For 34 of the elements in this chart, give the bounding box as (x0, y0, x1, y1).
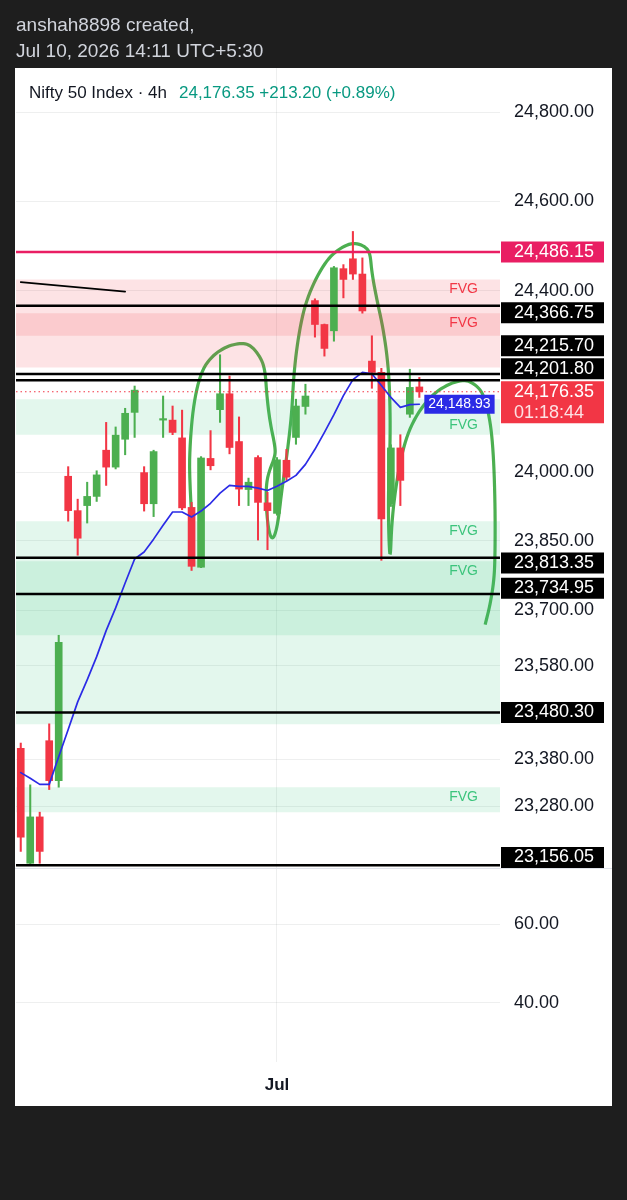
y-tick-label: 24,400.00 (514, 279, 595, 300)
data-label: 24,148.93 (428, 395, 491, 412)
ref-line-label: 23,734.95 (514, 577, 595, 598)
ref-line-label: 23,480.30 (514, 701, 595, 722)
band-label: FVG (449, 314, 478, 331)
y-tick-label: 23,380.00 (514, 748, 595, 769)
text: 01:18:44 (514, 401, 585, 422)
y-tick-label: 23,850.00 (514, 529, 595, 550)
text: Nifty 50 Index · 4h (29, 83, 167, 103)
ref-line-label: 24,366.75 (514, 301, 595, 322)
ref-line-label: 23,156.05 (514, 846, 595, 867)
y-tick-label: 24,600.00 (514, 190, 595, 211)
y-tick-label: 40.00 (514, 991, 560, 1012)
band-label: FVG (449, 415, 478, 432)
y-tick-label: 24,800.00 (514, 101, 595, 122)
y-tick-label: 60.00 (514, 913, 560, 934)
band-label: FVG (449, 788, 478, 805)
ref-line-label: 24,176.35 (514, 380, 595, 401)
text: Jul 10, 2026 14:11 UTC+5:30 (16, 39, 264, 63)
y-tick-label: 23,580.00 (514, 654, 595, 675)
text: anshah8898 created, (16, 13, 196, 37)
band-label: FVG (449, 280, 478, 297)
ref-line-label: 24,486.15 (514, 240, 595, 261)
y-tick-label: 24,000.00 (514, 461, 595, 482)
band-label: FVG (449, 522, 478, 539)
band-label: FVG (449, 562, 478, 579)
candlestick (159, 395, 167, 438)
ref-line-label: 24,201.80 (514, 357, 595, 378)
y-tick-label: 23,700.00 (514, 599, 595, 620)
ref-line-label: 24,215.70 (514, 334, 595, 355)
ref-line-label: 23,813.35 (514, 551, 595, 572)
x-tick-label: Jul (264, 1074, 290, 1094)
text: 24,176.35 +213.20 (+0.89%) (178, 83, 396, 103)
y-tick-label: 23,280.00 (514, 795, 595, 816)
